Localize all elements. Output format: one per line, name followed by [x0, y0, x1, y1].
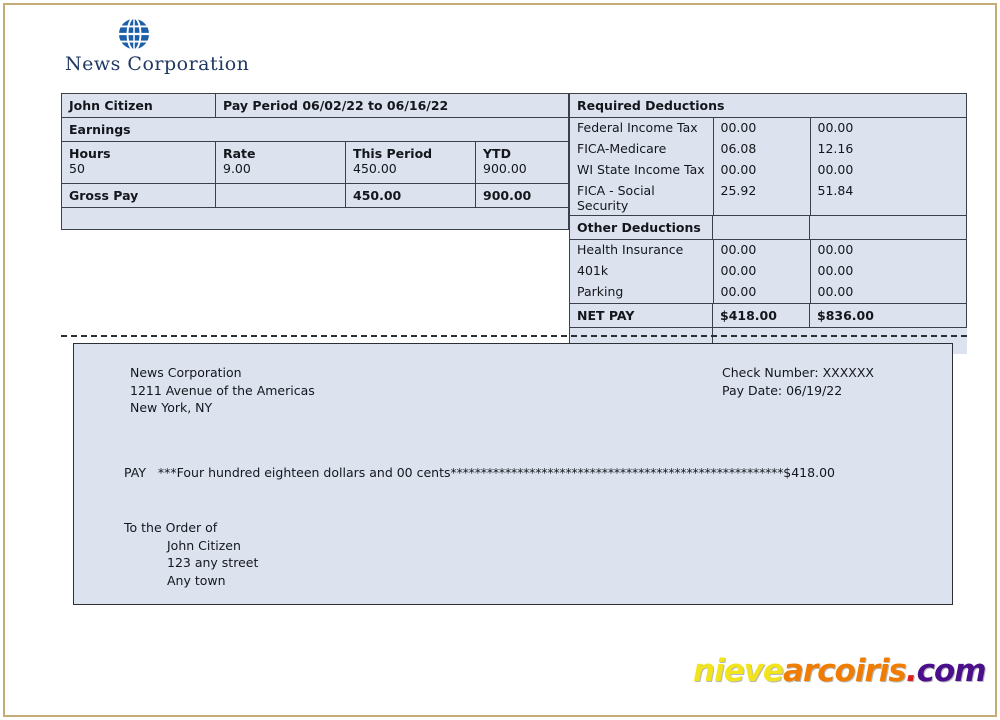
net-pay-this-period: $418.00 [712, 303, 810, 328]
deduction-this-period: 00.00 [713, 118, 811, 139]
deduction-ytd: 00.00 [810, 261, 966, 282]
gross-pay-row: Gross Pay 450.00 900.00 [61, 183, 569, 208]
gross-pay-label: Gross Pay [61, 183, 216, 208]
gross-pay-ytd: 900.00 [475, 183, 569, 208]
required-deductions-rows: Federal Income Tax 00.00 00.00 FICA-Medi… [570, 118, 966, 215]
deduction-label: 401k [570, 261, 714, 282]
table-row: Health Insurance 00.00 00.00 [570, 240, 966, 261]
deduction-label: Federal Income Tax [570, 118, 714, 139]
earnings-blank-row [61, 207, 569, 230]
earnings-column-row: Hours 50 Rate 9.00 This Period 450.00 YT… [61, 141, 569, 184]
deduction-label: WI State Income Tax [570, 160, 714, 181]
gross-pay-this-period: 450.00 [345, 183, 476, 208]
value-hours: 50 [69, 161, 85, 176]
deduction-this-period: 25.92 [713, 181, 811, 215]
check-pay-date: Pay Date: 06/19/22 [722, 382, 843, 398]
check-payee-name: John Citizen [167, 537, 241, 553]
other-deductions-title-row: Other Deductions [569, 215, 967, 240]
watermark-part-2: arcoiris [782, 653, 907, 689]
tear-off-separator [61, 335, 967, 337]
column-header-rate: Rate [223, 146, 256, 161]
table-row: FICA-Medicare 06.08 12.16 [570, 139, 966, 160]
deduction-this-period: 00.00 [713, 282, 811, 303]
watermark-part-1: nieve [693, 653, 784, 689]
deduction-ytd: 12.16 [810, 139, 966, 160]
earnings-table: John Citizen Pay Period 06/02/22 to 06/1… [61, 93, 569, 230]
check-amount-numeric: $418.00 [783, 465, 835, 480]
deduction-this-period: 00.00 [713, 160, 811, 181]
deduction-ytd: 00.00 [810, 240, 966, 261]
deduction-this-period: 06.08 [713, 139, 811, 160]
other-deductions-group: Health Insurance 00.00 00.00 401k 00.00 … [569, 239, 967, 304]
value-this-period: 450.00 [353, 161, 397, 176]
watermark-part-4: com [916, 653, 987, 689]
check-company-street: 1211 Avenue of the Americas [130, 382, 315, 398]
check-payee-block: To the Order of John Citizen 123 any str… [124, 519, 258, 589]
required-deductions-title: Required Deductions [569, 93, 967, 118]
other-deductions-group-row: Health Insurance 00.00 00.00 401k 00.00 … [569, 239, 967, 304]
deduction-ytd: 00.00 [810, 160, 966, 181]
table-row: WI State Income Tax 00.00 00.00 [570, 160, 966, 181]
watermark-part-3: . [905, 653, 918, 689]
net-pay-row: NET PAY $418.00 $836.00 [569, 303, 967, 328]
column-header-ytd: YTD [483, 146, 511, 161]
other-deductions-title-blank-1 [712, 215, 810, 240]
net-pay-ytd: $836.00 [809, 303, 967, 328]
deduction-ytd: 51.84 [810, 181, 966, 215]
table-row: Parking 00.00 00.00 [570, 282, 966, 303]
earnings-section-title: Earnings [61, 117, 569, 142]
earnings-blank-cell [61, 207, 569, 230]
check-star-fill: ****************************************… [450, 465, 784, 480]
gross-pay-rate-blank [215, 183, 346, 208]
pay-period: Pay Period 06/02/22 to 06/16/22 [215, 93, 569, 118]
deduction-label: FICA-Medicare [570, 139, 714, 160]
employee-name: John Citizen [61, 93, 216, 118]
deduction-ytd: 00.00 [810, 118, 966, 139]
check-company-city: New York, NY [130, 400, 213, 415]
check-section: News Corporation 1211 Avenue of the Amer… [73, 343, 953, 605]
company-logo: News Corporation [60, 11, 360, 81]
column-header-this-period: This Period [353, 146, 433, 161]
value-ytd: 900.00 [483, 161, 527, 176]
earnings-cell-hours: Hours 50 [61, 141, 216, 184]
deduction-label: Health Insurance [570, 240, 714, 261]
table-row: 401k 00.00 00.00 [570, 261, 966, 282]
required-deductions-group: Federal Income Tax 00.00 00.00 FICA-Medi… [569, 117, 967, 216]
check-company-address: News Corporation 1211 Avenue of the Amer… [130, 364, 315, 417]
column-header-hours: Hours [69, 146, 111, 161]
check-pay-line: PAY ***Four hundred eighteen dollars and… [124, 465, 835, 480]
deduction-ytd: 00.00 [810, 282, 966, 303]
check-payee-street: 123 any street [167, 555, 259, 570]
employee-header-row: John Citizen Pay Period 06/02/22 to 06/1… [61, 93, 569, 118]
other-deductions-title: Other Deductions [569, 215, 713, 240]
check-company-name: News Corporation [130, 365, 242, 380]
check-pay-word: PAY [124, 465, 146, 480]
earnings-title-row: Earnings [61, 117, 569, 142]
check-meta: Check Number: XXXXXX Pay Date: 06/19/22 [722, 364, 874, 399]
globe-icon [117, 16, 151, 52]
table-row: Federal Income Tax 00.00 00.00 [570, 118, 966, 139]
net-pay-label: NET PAY [569, 303, 713, 328]
check-amount-words: ***Four hundred eighteen dollars and 00 … [157, 465, 451, 480]
deduction-label: Parking [570, 282, 714, 303]
document-page: News Corporation John Citizen Pay Period… [3, 3, 997, 717]
earnings-cell-this-period: This Period 450.00 [345, 141, 476, 184]
deduction-label: FICA - Social Security [570, 181, 714, 215]
site-watermark: nievearcoiris.com [693, 653, 987, 689]
company-logo-text: News Corporation [65, 53, 250, 75]
deductions-table: Required Deductions Federal Income Tax 0… [569, 93, 967, 354]
check-order-label: To the Order of [124, 520, 218, 535]
other-deductions-rows: Health Insurance 00.00 00.00 401k 00.00 … [570, 240, 966, 303]
value-rate: 9.00 [223, 161, 251, 176]
deduction-this-period: 00.00 [713, 240, 811, 261]
earnings-cell-rate: Rate 9.00 [215, 141, 346, 184]
check-payee-city: Any town [167, 572, 226, 588]
required-deductions-group-row: Federal Income Tax 00.00 00.00 FICA-Medi… [569, 117, 967, 216]
check-number: Check Number: XXXXXX [722, 365, 874, 380]
required-deductions-title-row: Required Deductions [569, 93, 967, 118]
table-row: FICA - Social Security 25.92 51.84 [570, 181, 966, 215]
deduction-this-period: 00.00 [713, 261, 811, 282]
other-deductions-title-blank-2 [809, 215, 967, 240]
earnings-cell-ytd: YTD 900.00 [475, 141, 569, 184]
